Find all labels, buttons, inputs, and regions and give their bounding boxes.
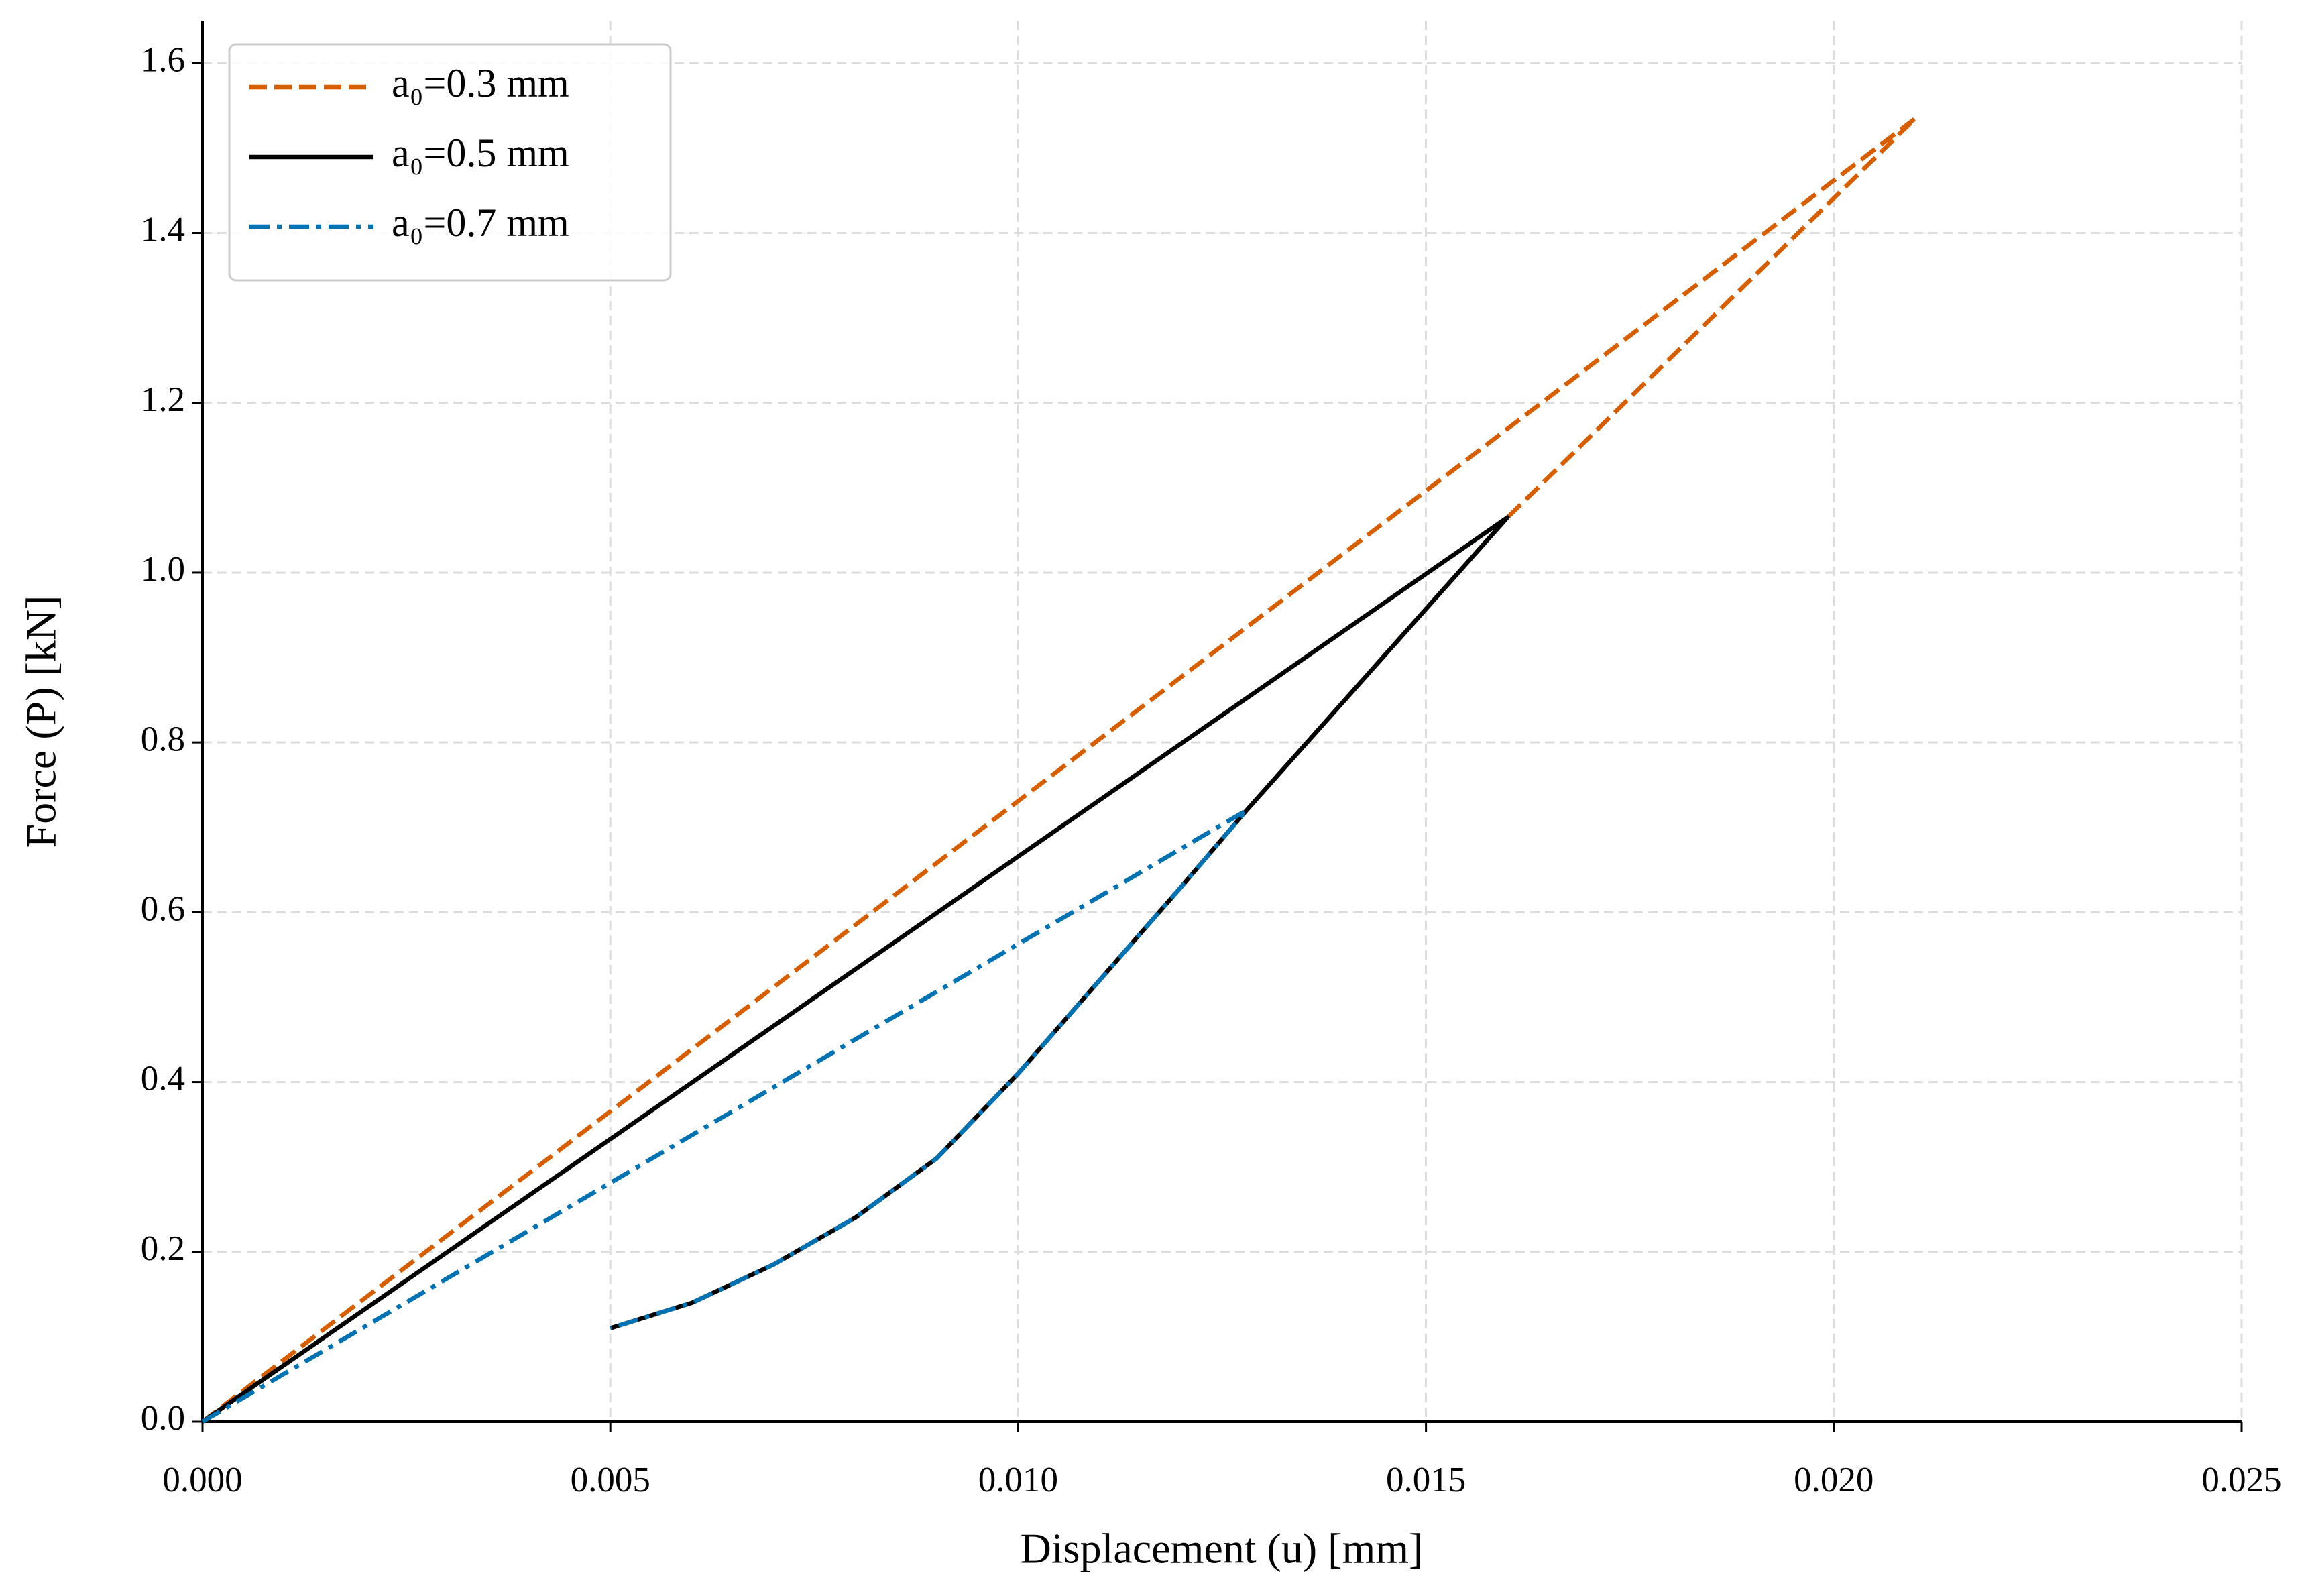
x-axis-label: Displacement (u) [mm]	[1021, 1525, 1424, 1573]
y-tick-label: 0.8	[141, 720, 185, 758]
y-tick-label: 0.0	[141, 1399, 185, 1438]
y-tick-label: 0.4	[141, 1060, 185, 1098]
legend-label: a₀=0.3 mm	[392, 61, 569, 105]
x-tick-label: 0.010	[978, 1461, 1058, 1499]
x-tick-label: 0.005	[571, 1461, 650, 1499]
legend-label: a₀=0.5 mm	[392, 131, 569, 175]
x-tick-label: 0.015	[1386, 1461, 1466, 1499]
x-tick-label: 0.000	[162, 1461, 242, 1499]
y-tick-label: 1.4	[141, 211, 185, 249]
y-tick-label: 0.2	[141, 1229, 185, 1268]
line	[201, 515, 1510, 1424]
legend-label: a₀=0.7 mm	[392, 201, 569, 245]
y-tick-label: 0.6	[141, 890, 185, 929]
line	[201, 116, 1918, 1424]
y-tick-label: 1.2	[141, 380, 185, 419]
y-tick-label: 1.0	[141, 550, 185, 589]
x-tick-label: 0.025	[2201, 1461, 2281, 1499]
line	[201, 808, 1249, 1424]
legend-box	[228, 43, 672, 282]
y-tick-label: 1.6	[141, 40, 185, 79]
x-tick-label: 0.020	[1794, 1461, 1873, 1499]
y-axis-label: Force (P) [kN]	[17, 595, 65, 848]
